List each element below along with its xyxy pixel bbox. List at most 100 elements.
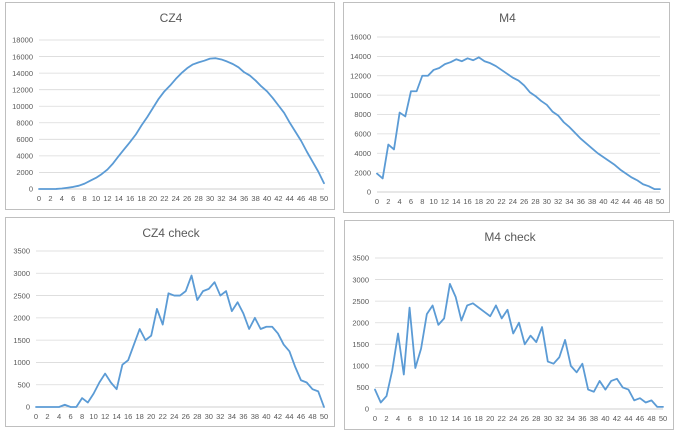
- y-tick-label: 10000: [12, 102, 33, 111]
- x-tick-label: 32: [555, 414, 563, 423]
- y-tick-label: 3000: [13, 269, 30, 278]
- x-tick-label: 16: [124, 412, 132, 421]
- y-tick-label: 2000: [13, 314, 30, 323]
- x-tick-label: 18: [137, 194, 145, 203]
- x-tick-label: 0: [375, 197, 379, 206]
- x-tick-label: 34: [229, 194, 237, 203]
- series-line: [38, 57, 325, 190]
- x-tick-label: 18: [475, 414, 483, 423]
- chart-panel-cz4: CZ4 0 2000 4000 6000 8000 10000 12000 14000 16000…: [5, 2, 335, 210]
- chart-panel-cz4-check: CZ4 check 0 500 1000 1500 2000 2500 3000 3500 0 2 4…: [5, 217, 335, 427]
- x-tick-label: 12: [441, 197, 449, 206]
- y-tick-label: 0: [29, 185, 33, 194]
- x-tick-label: 26: [521, 414, 529, 423]
- x-tick-label: 0: [34, 412, 38, 421]
- x-tick-label: 38: [590, 414, 598, 423]
- x-tick-label: 22: [159, 412, 167, 421]
- x-tick-label: 10: [89, 412, 97, 421]
- x-tick-label: 0: [37, 194, 41, 203]
- x-tick-label: 48: [308, 194, 316, 203]
- x-tick-label: 20: [486, 414, 494, 423]
- y-tick-label: 1000: [352, 362, 369, 371]
- x-tick-label: 30: [206, 194, 214, 203]
- x-tick-label: 14: [452, 197, 460, 206]
- x-tick-label: 20: [149, 194, 157, 203]
- y-tick-label: 3000: [352, 275, 369, 284]
- x-tick-label: 50: [320, 412, 328, 421]
- x-tick-label: 38: [251, 194, 259, 203]
- x-tick-label: 44: [285, 412, 293, 421]
- x-tick-label: 36: [239, 412, 247, 421]
- x-tick-label: 18: [475, 197, 483, 206]
- x-tick-label: 20: [147, 412, 155, 421]
- x-tick-label: 4: [60, 194, 64, 203]
- x-tick-label: 14: [451, 414, 459, 423]
- x-tick-label: 10: [428, 414, 436, 423]
- x-tick-label: 6: [409, 197, 413, 206]
- x-tick-label: 38: [588, 197, 596, 206]
- x-tick-label: 22: [498, 414, 506, 423]
- x-tick-label: 32: [217, 194, 225, 203]
- x-tick-label: 42: [274, 194, 282, 203]
- x-tick-label: 14: [112, 412, 120, 421]
- y-tick-label: 1000: [13, 358, 30, 367]
- x-tick-label: 36: [240, 194, 248, 203]
- x-tick-label: 32: [216, 412, 224, 421]
- x-tick-label: 10: [429, 197, 437, 206]
- x-tick-label: 42: [611, 197, 619, 206]
- x-tick-label: 2: [48, 194, 52, 203]
- x-tick-label: 46: [636, 414, 644, 423]
- x-tick-label: 14: [115, 194, 123, 203]
- x-tick-label: 16: [126, 194, 134, 203]
- series-line: [35, 274, 325, 408]
- x-tick-label: 4: [396, 414, 400, 423]
- x-tick-label: 44: [622, 197, 630, 206]
- x-tick-label: 46: [297, 412, 305, 421]
- x-tick-label: 6: [407, 414, 411, 423]
- y-tick-label: 0: [365, 405, 369, 414]
- x-tick-label: 30: [543, 197, 551, 206]
- x-tick-label: 8: [83, 194, 87, 203]
- chart-title: M4 check: [484, 230, 536, 244]
- y-tick-label: 14000: [350, 52, 371, 61]
- x-tick-label: 4: [57, 412, 61, 421]
- x-tick-label: 42: [274, 412, 282, 421]
- x-tick-label: 24: [170, 412, 178, 421]
- x-tick-label: 22: [497, 197, 505, 206]
- x-tick-label: 34: [565, 197, 573, 206]
- x-tick-label: 50: [656, 197, 664, 206]
- x-tick-label: 12: [103, 194, 111, 203]
- chart-svg: M4 0 2000 4000 6000 8000 10000 12000 14000 16000 0…: [350, 11, 664, 206]
- chart-title: M4: [499, 11, 516, 25]
- x-tick-label: 26: [520, 197, 528, 206]
- chart-title: CZ4: [160, 11, 183, 25]
- x-tick-label: 6: [71, 194, 75, 203]
- x-tick-label: 2: [386, 197, 390, 206]
- x-tick-label: 2: [45, 412, 49, 421]
- x-tick-label: 40: [599, 197, 607, 206]
- x-tick-label: 48: [647, 414, 655, 423]
- x-tick-label: 34: [567, 414, 575, 423]
- x-tick-label: 18: [136, 412, 144, 421]
- x-tick-label: 34: [228, 412, 236, 421]
- x-tick-label: 44: [286, 194, 294, 203]
- x-tick-label: 8: [420, 197, 424, 206]
- x-tick-label: 46: [297, 194, 305, 203]
- y-tick-label: 2500: [13, 291, 30, 300]
- x-tick-label: 32: [554, 197, 562, 206]
- x-tick-label: 28: [532, 414, 540, 423]
- x-tick-label: 4: [398, 197, 402, 206]
- chart-panel-m4: M4 0 2000 4000 6000 8000 10000 12000 14000 16000 0…: [343, 2, 670, 213]
- x-tick-label: 12: [101, 412, 109, 421]
- x-tick-label: 6: [68, 412, 72, 421]
- chart-panel-m4-check: M4 check 0 500 1000 1500 2000 2500 3000 3500 0 2 4 6…: [344, 220, 674, 430]
- y-tick-label: 12000: [350, 71, 371, 80]
- x-tick-label: 16: [463, 414, 471, 423]
- y-tick-label: 4000: [16, 152, 33, 161]
- x-tick-label: 50: [659, 414, 667, 423]
- x-tick-label: 28: [193, 412, 201, 421]
- x-tick-label: 10: [92, 194, 100, 203]
- x-tick-label: 48: [645, 197, 653, 206]
- x-tick-label: 22: [160, 194, 168, 203]
